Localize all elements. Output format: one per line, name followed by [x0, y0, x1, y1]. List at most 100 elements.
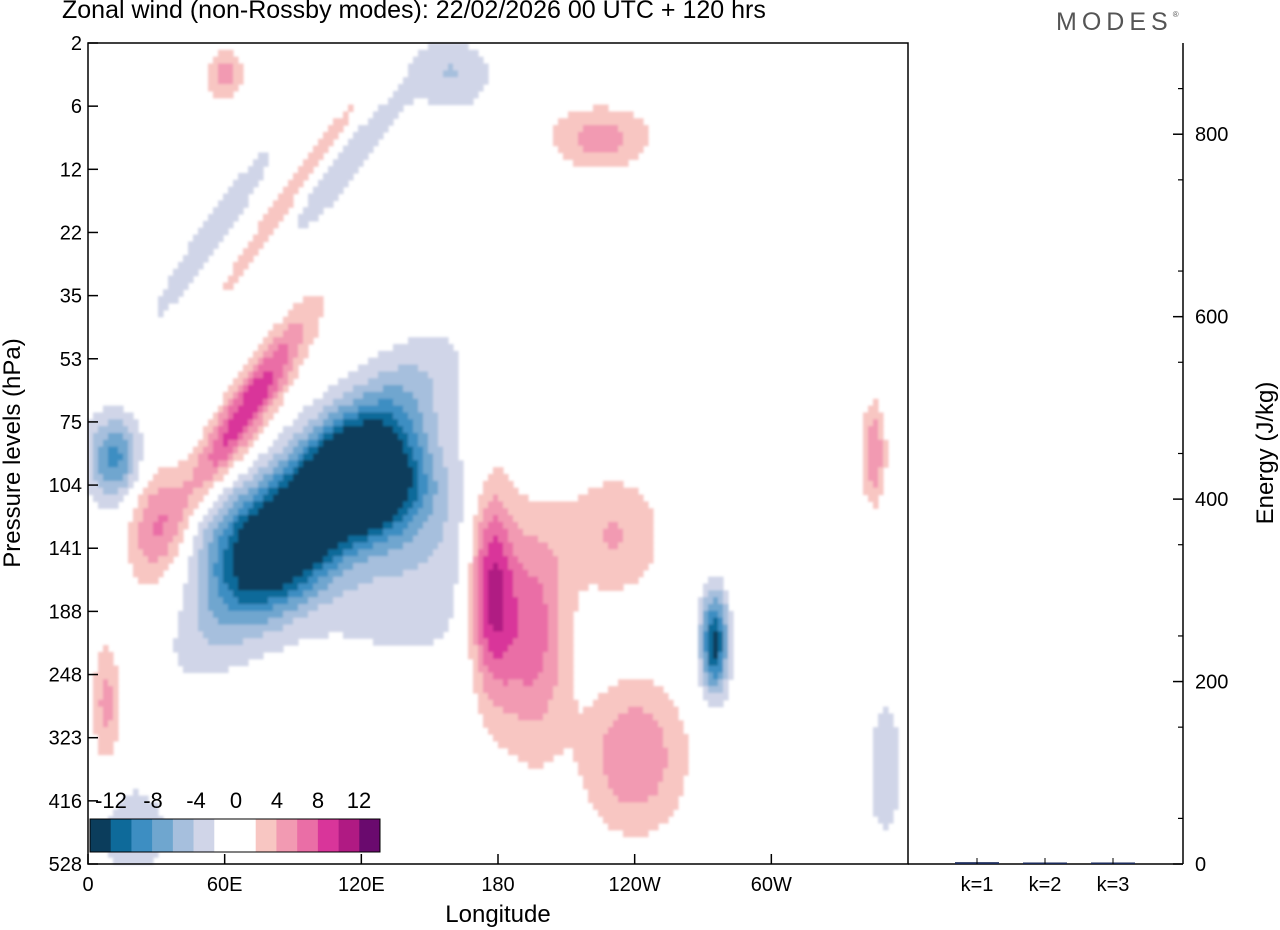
- heatmap-cell: [513, 542, 549, 550]
- heatmap-cell: [213, 535, 219, 544]
- heatmap-cell: [98, 747, 114, 756]
- heatmap-cell: [233, 446, 239, 455]
- heatmap-cell: [503, 679, 509, 687]
- heatmap-cell: [238, 439, 249, 448]
- heatmap-cell: [288, 344, 299, 352]
- heatmap-cell: [728, 631, 734, 639]
- heatmap-cell: [508, 562, 524, 571]
- heatmap-cell: [143, 508, 184, 516]
- heatmap-cell: [408, 439, 419, 448]
- heatmap-cell: [233, 501, 244, 509]
- heatmap-cell: [878, 816, 894, 824]
- heatmap-cell: [238, 405, 259, 414]
- heatmap-cell: [448, 515, 464, 523]
- heatmap-cell: [108, 850, 159, 858]
- heatmap-cell: [343, 426, 394, 434]
- heatmap-cell: [478, 576, 484, 585]
- heatmap-cell: [263, 398, 269, 407]
- heatmap-cell: [863, 460, 869, 468]
- heatmap-cell: [478, 508, 484, 516]
- heatmap-cell: [198, 460, 214, 468]
- heatmap-cell: [408, 412, 424, 420]
- heatmap-cell: [203, 480, 214, 489]
- brand-logo: MODES®: [1056, 8, 1179, 37]
- heatmap-cell: [203, 528, 214, 537]
- heatmap-cell: [473, 624, 479, 632]
- heatmap-cell: [198, 521, 209, 530]
- heatmap-cell: [313, 145, 329, 154]
- heatmap-cell: [428, 487, 439, 496]
- heatmap-cell: [418, 439, 429, 448]
- heatmap-cell: [408, 460, 419, 468]
- heatmap-cell: [268, 344, 279, 352]
- heatmap-cell: [608, 781, 659, 790]
- heatmap-cell: [493, 535, 499, 544]
- heatmap-cell: [428, 556, 459, 564]
- heatmap-cell: [508, 645, 549, 653]
- heatmap-cell: [278, 391, 284, 400]
- heatmap-cell: [863, 453, 869, 461]
- heatmap-cell: [133, 515, 144, 523]
- heatmap-cell: [493, 651, 504, 660]
- heatmap-cell: [403, 515, 414, 523]
- heatmap-cell: [713, 597, 719, 605]
- heatmap-cell: [258, 405, 264, 414]
- heatmap-cell: [178, 521, 189, 530]
- heatmap-cell: [213, 610, 284, 619]
- heatmap-cell: [708, 617, 714, 626]
- heatmap-cell: [93, 706, 104, 715]
- heatmap-cell: [873, 788, 899, 797]
- heatmap-cell: [438, 432, 459, 441]
- heatmap-cell: [543, 713, 619, 721]
- heatmap-cell: [228, 460, 234, 468]
- heatmap-cell: [273, 391, 279, 400]
- heatmap-cell: [313, 453, 409, 461]
- heatmap-cell: [368, 357, 459, 366]
- heatmap-cell: [883, 453, 889, 461]
- heatmap-cell: [488, 610, 504, 619]
- heatmap-cell: [433, 405, 459, 414]
- heatmap-cell: [588, 795, 619, 804]
- heatmap-cell: [88, 426, 99, 434]
- heatmap-cell: [448, 480, 464, 489]
- heatmap-cell: [333, 597, 454, 605]
- heatmap-cell: [113, 706, 119, 715]
- heatmap-cell: [233, 268, 244, 277]
- heatmap-cell: [478, 624, 484, 632]
- heatmap-cell: [198, 624, 284, 632]
- heatmap-cell: [228, 412, 234, 420]
- heatmap-cell: [503, 706, 549, 715]
- heatmap-cell: [418, 398, 434, 407]
- heatmap-cell: [93, 474, 104, 482]
- heatmap-cell: [703, 624, 709, 632]
- heatmap-cell: [518, 610, 549, 619]
- heatmap-cell: [723, 617, 729, 626]
- heatmap-cell: [553, 125, 584, 133]
- heatmap-cell: [133, 467, 139, 475]
- heatmap-cell: [483, 515, 494, 523]
- heatmap-cell: [423, 453, 434, 461]
- heatmap-cell: [278, 378, 289, 386]
- heatmap-cell: [498, 562, 509, 571]
- heatmap-cell: [248, 357, 259, 366]
- heatmap-cell: [383, 385, 404, 393]
- heatmap-cell: [118, 460, 129, 468]
- heatmap-cell: [298, 467, 414, 475]
- heatmap-cell: [258, 152, 269, 160]
- heatmap-cell: [488, 549, 504, 557]
- heatmap-cell: [708, 651, 714, 660]
- x-tick-label: 60W: [751, 874, 792, 896]
- heatmap-cell: [113, 857, 154, 865]
- heatmap-cell: [608, 686, 664, 694]
- heatmap-cell: [618, 542, 654, 550]
- heatmap-cell: [93, 699, 99, 708]
- heatmap-cell: [468, 590, 474, 598]
- heatmap-cell: [208, 576, 219, 585]
- heatmap-cell: [203, 432, 209, 441]
- heatmap-cell: [93, 446, 99, 455]
- heatmap-cell: [263, 474, 274, 482]
- heatmap-cell: [403, 528, 419, 537]
- heatmap-cell: [618, 679, 654, 687]
- heatmap-cell: [208, 549, 219, 557]
- y-tick-label: 323: [49, 728, 82, 750]
